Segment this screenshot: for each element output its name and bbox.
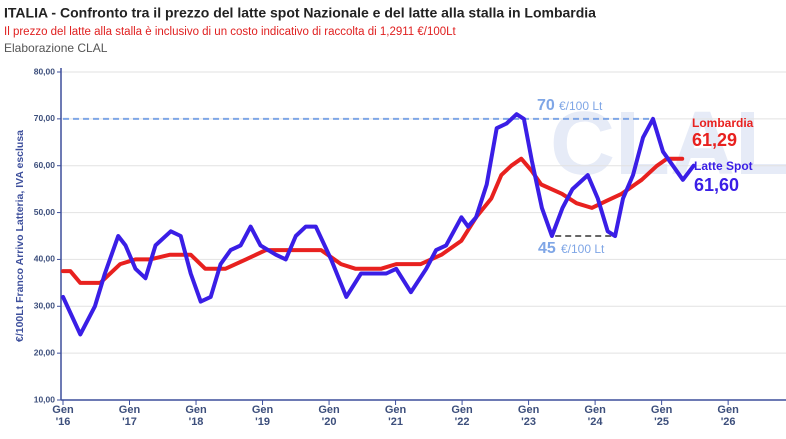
y-tick-label: 30,00	[34, 301, 56, 311]
last-value-label: 61,29	[692, 130, 737, 150]
x-tick-label: Gen '20	[318, 404, 340, 428]
x-tick-label: Gen '24	[584, 404, 606, 428]
y-tick-label: 10,00	[34, 394, 56, 404]
x-tick-label: Gen '16	[52, 404, 74, 428]
annotation: 70	[537, 97, 555, 114]
y-tick-label: 40,00	[34, 254, 56, 264]
y-tick-label: 20,00	[34, 347, 56, 357]
x-tick-label: Gen '17	[118, 404, 141, 428]
chart-title: ITALIA - Confronto tra il prezzo del lat…	[4, 5, 596, 21]
x-tick-label: Gen '22	[451, 404, 473, 428]
source: Elaborazione CLAL	[4, 41, 108, 55]
y-axis-label: €/100Lt Franco Arrivo Latteria, IVA escl…	[14, 130, 26, 342]
legend-label: Latte Spot	[694, 159, 753, 173]
y-tick-label: 80,00	[34, 66, 56, 76]
annotation-unit: €/100 Lt	[559, 99, 603, 113]
legend-label: Lombardia	[692, 116, 754, 130]
annotation: 45	[538, 240, 556, 257]
annotation-unit: €/100 Lt	[561, 242, 605, 256]
y-tick-label: 70,00	[34, 113, 56, 123]
x-tick-label: Gen '26	[717, 404, 739, 428]
x-tick-label: Gen '19	[251, 404, 274, 428]
chart-subtitle: Il prezzo del latte alla stalla è inclus…	[4, 26, 457, 38]
series-line	[61, 112, 696, 337]
y-tick-label: 50,00	[34, 207, 56, 217]
x-tick-label: Gen '23	[517, 404, 540, 428]
x-tick-label: Gen '25	[650, 404, 673, 428]
x-tick-label: Gen '21	[384, 404, 407, 428]
x-tick-label: Gen '18	[185, 404, 207, 428]
y-tick-label: 60,00	[34, 160, 56, 170]
last-value-label: 61,60	[694, 175, 739, 195]
